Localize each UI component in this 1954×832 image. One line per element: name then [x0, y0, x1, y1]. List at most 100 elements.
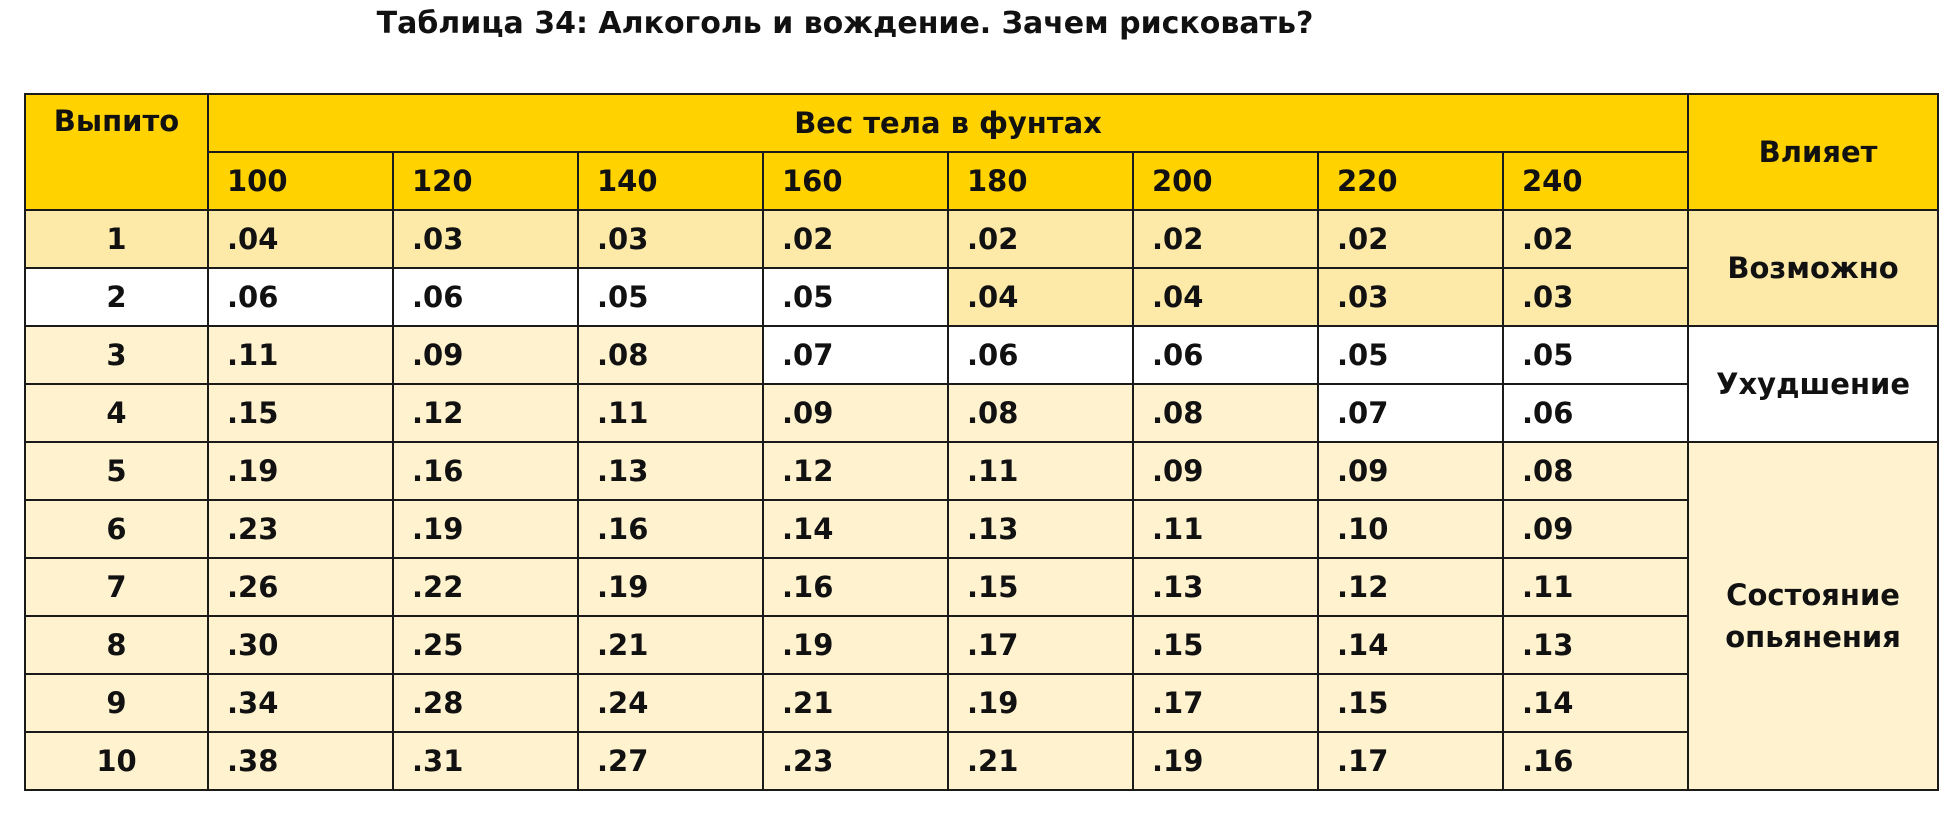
bac-value: .10 [1317, 499, 1504, 559]
bac-value: .03 [1317, 267, 1504, 327]
effect-header: Влияет [1687, 93, 1940, 211]
table-row: 10 .38 .31 .27 .23 .21 .19 .17 .16 [24, 731, 1938, 791]
bac-value: .07 [1317, 383, 1504, 443]
weight-label: 240 [1501, 151, 1690, 211]
weight-label: 120 [392, 151, 579, 211]
effect-possible: Возможно [1687, 209, 1940, 327]
bac-value: .05 [762, 267, 949, 327]
bac-value: .13 [1132, 557, 1319, 617]
bac-value: .19 [207, 441, 394, 501]
bac-value: .09 [1132, 441, 1319, 501]
bac-value: .03 [1501, 267, 1690, 327]
drinks-count: 2 [24, 267, 209, 327]
bac-value: .02 [762, 209, 949, 269]
drinks-count: 1 [24, 209, 209, 269]
weight-label: 100 [207, 151, 394, 211]
bac-value: .06 [947, 325, 1134, 385]
bac-value: .17 [1132, 673, 1319, 733]
table-row: 4 .15 .12 .11 .09 .08 .08 .07 .06 [24, 383, 1938, 443]
bac-value: .17 [947, 615, 1134, 675]
bac-value: .12 [392, 383, 579, 443]
bac-value: .02 [1132, 209, 1319, 269]
bac-value: .11 [577, 383, 764, 443]
bac-value: .11 [1501, 557, 1690, 617]
bac-value: .15 [1132, 615, 1319, 675]
bac-value: .04 [947, 267, 1134, 327]
bac-value: .06 [207, 267, 394, 327]
bac-value: .08 [947, 383, 1134, 443]
bac-value: .11 [207, 325, 394, 385]
table-row: 3 .11 .09 .08 .07 .06 .06 .05 .05 Ухудше… [24, 325, 1940, 443]
drinks-count: 10 [24, 731, 209, 791]
bac-value: .02 [947, 209, 1134, 269]
bac-value: .31 [392, 731, 579, 791]
drinks-header: Выпито [24, 93, 209, 211]
bac-value: .07 [762, 325, 949, 385]
bac-value: .34 [207, 673, 394, 733]
bac-value: .26 [207, 557, 394, 617]
bac-value: .11 [1132, 499, 1319, 559]
bac-value: .17 [1317, 731, 1504, 791]
table-row: 6 .23 .19 .16 .14 .13 .11 .10 .09 [24, 499, 1938, 559]
bac-value: .19 [762, 615, 949, 675]
bac-value: .08 [1132, 383, 1319, 443]
header-row-2: 100 120 140 160 180 200 220 240 [25, 151, 1938, 211]
bac-value: .16 [392, 441, 579, 501]
weight-label: 200 [1132, 151, 1319, 211]
bac-value: .06 [392, 267, 579, 327]
table-row: 2 .06 .06 .05 .05 .04 .04 .03 .03 [24, 267, 1938, 327]
bac-value: .21 [577, 615, 764, 675]
bac-value: .13 [947, 499, 1134, 559]
drinks-count: 3 [24, 325, 209, 385]
weight-label: 160 [762, 151, 949, 211]
bac-value: .05 [1501, 325, 1690, 385]
bac-value: .06 [1501, 383, 1690, 443]
bac-value: .15 [1317, 673, 1504, 733]
table-row: 9 .34 .28 .24 .21 .19 .17 .15 .14 [24, 673, 1938, 733]
bac-value: .12 [762, 441, 949, 501]
bac-value: .09 [1501, 499, 1690, 559]
bac-value: .16 [577, 499, 764, 559]
bac-value: .16 [762, 557, 949, 617]
table-row: 1 .04 .03 .03 .02 .02 .02 .02 .02 Возмож… [24, 209, 1940, 327]
bac-value: .09 [1317, 441, 1504, 501]
bac-value: .28 [392, 673, 579, 733]
bac-value: .15 [947, 557, 1134, 617]
bac-value: .02 [1317, 209, 1504, 269]
bac-value: .04 [1132, 267, 1319, 327]
bac-value: .19 [392, 499, 579, 559]
weight-label: 220 [1317, 151, 1504, 211]
bac-value: .19 [947, 673, 1134, 733]
bac-value: .30 [207, 615, 394, 675]
bac-value: .08 [1501, 441, 1690, 501]
bac-value: .19 [577, 557, 764, 617]
bac-value: .27 [577, 731, 764, 791]
bac-value: .04 [207, 209, 394, 269]
bac-value: .05 [1317, 325, 1504, 385]
drinks-count: 9 [24, 673, 209, 733]
bac-value: .24 [577, 673, 764, 733]
bac-value: .03 [577, 209, 764, 269]
bac-value: .22 [392, 557, 579, 617]
bac-value: .19 [1132, 731, 1319, 791]
bac-value: .14 [1317, 615, 1504, 675]
bac-value: .38 [207, 731, 394, 791]
bac-value: .23 [207, 499, 394, 559]
drinks-count: 6 [24, 499, 209, 559]
drinks-count: 5 [24, 441, 209, 501]
bac-value: .14 [762, 499, 949, 559]
bac-value: .08 [577, 325, 764, 385]
effect-intoxicated: Состояние опьянения [1687, 441, 1940, 791]
bac-value: .06 [1132, 325, 1319, 385]
bac-value: .05 [577, 267, 764, 327]
table-row: 5 .19 .16 .13 .12 .11 .09 .09 .08 Состоя… [24, 441, 1940, 791]
weight-label: 140 [577, 151, 764, 211]
bac-value: .09 [392, 325, 579, 385]
drinks-count: 4 [24, 383, 209, 443]
bac-table: Выпито Вес тела в фунтах Влияет 100 120 … [24, 93, 1940, 791]
bac-value: .21 [947, 731, 1134, 791]
bac-value: .16 [1501, 731, 1690, 791]
bac-value: .15 [207, 383, 394, 443]
bac-value: .23 [762, 731, 949, 791]
effect-impaired: Ухудшение [1687, 325, 1940, 443]
